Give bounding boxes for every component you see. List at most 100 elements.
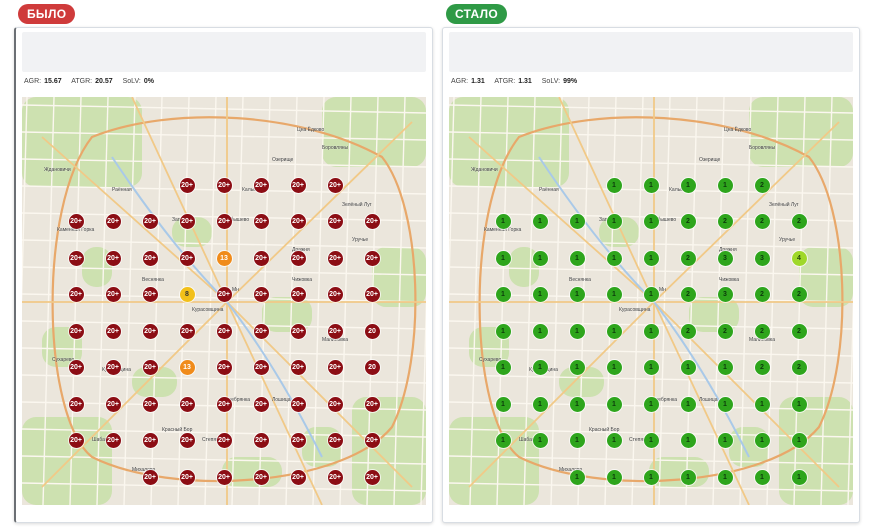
grid-point-marker[interactable]: 20+ [142,396,158,412]
grid-point-marker[interactable]: 20+ [290,287,306,302]
grid-point-marker[interactable]: 1 [680,396,696,412]
grid-point-marker[interactable]: 20+ [105,360,121,375]
grid-point-marker[interactable]: 1 [569,287,585,302]
grid-point-marker[interactable]: 20+ [327,433,343,448]
grid-point-marker[interactable]: 1 [606,469,622,485]
grid-point-marker[interactable]: 1 [569,214,585,229]
grid-point-marker[interactable]: 20+ [290,396,306,412]
grid-point-marker[interactable]: 20+ [290,214,306,229]
grid-point-marker[interactable]: 1 [532,287,548,302]
grid-point-marker[interactable]: 1 [495,360,511,375]
grid-point-marker[interactable]: 1 [532,323,548,339]
grid-point-marker[interactable]: 20+ [253,360,269,375]
grid-point-marker[interactable]: 20+ [179,214,195,229]
grid-point-marker[interactable]: 1 [532,433,548,448]
grid-point-marker[interactable]: 8 [179,287,195,302]
grid-point-marker[interactable]: 1 [569,433,585,448]
grid-point-marker[interactable]: 1 [717,360,733,375]
grid-point-marker[interactable]: 20+ [68,360,84,375]
grid-point-marker[interactable]: 2 [680,250,696,266]
grid-point-marker[interactable]: 2 [791,323,807,339]
grid-point-marker[interactable]: 1 [495,433,511,448]
grid-point-marker[interactable]: 20+ [179,396,195,412]
grid-point-marker[interactable]: 1 [532,250,548,266]
grid-point-marker[interactable]: 2 [754,287,770,302]
grid-point-marker[interactable]: 20+ [142,469,158,485]
grid-point-marker[interactable]: 1 [717,396,733,412]
grid-point-marker[interactable]: 1 [532,396,548,412]
grid-point-marker[interactable]: 20+ [327,177,343,193]
grid-point-marker[interactable]: 1 [643,287,659,302]
grid-point-marker[interactable]: 20+ [290,469,306,485]
grid-point-marker[interactable]: 2 [680,287,696,302]
grid-point-marker[interactable]: 20+ [364,250,380,266]
grid-point-marker[interactable]: 20+ [290,433,306,448]
grid-point-marker[interactable]: 1 [791,469,807,485]
grid-point-marker[interactable]: 20+ [364,396,380,412]
grid-point-marker[interactable]: 1 [606,287,622,302]
grid-point-marker[interactable]: 20+ [327,469,343,485]
grid-point-marker[interactable]: 20 [364,360,380,375]
grid-point-marker[interactable]: 20+ [327,396,343,412]
grid-point-marker[interactable]: 1 [643,214,659,229]
grid-point-marker[interactable]: 20+ [179,323,195,339]
grid-point-marker[interactable]: 20+ [364,287,380,302]
grid-point-marker[interactable]: 20+ [364,433,380,448]
grid-point-marker[interactable]: 20+ [142,323,158,339]
grid-point-marker[interactable]: 20+ [253,214,269,229]
grid-point-marker[interactable]: 13 [216,250,232,266]
grid-point-marker[interactable]: 20+ [290,360,306,375]
grid-point-marker[interactable]: 1 [606,250,622,266]
grid-point-marker[interactable]: 20+ [68,323,84,339]
grid-point-marker[interactable]: 1 [606,396,622,412]
grid-point-marker[interactable]: 1 [791,433,807,448]
grid-point-marker[interactable]: 1 [643,323,659,339]
grid-point-marker[interactable]: 20+ [253,287,269,302]
grid-point-marker[interactable]: 1 [643,177,659,193]
grid-point-marker[interactable]: 20+ [216,396,232,412]
grid-point-marker[interactable]: 20+ [68,433,84,448]
grid-point-marker[interactable]: 20+ [68,396,84,412]
grid-point-marker[interactable]: 1 [680,177,696,193]
grid-point-marker[interactable]: 20+ [327,323,343,339]
grid-point-marker[interactable]: 1 [643,469,659,485]
grid-point-marker[interactable]: 1 [495,396,511,412]
grid-point-marker[interactable]: 1 [643,396,659,412]
grid-point-marker[interactable]: 20+ [142,214,158,229]
grid-point-marker[interactable]: 1 [791,396,807,412]
grid-point-marker[interactable]: 20+ [105,250,121,266]
grid-point-marker[interactable]: 20+ [327,214,343,229]
grid-point-marker[interactable]: 1 [643,250,659,266]
grid-point-marker[interactable]: 2 [791,287,807,302]
grid-point-marker[interactable]: 1 [717,433,733,448]
grid-point-marker[interactable]: 1 [606,433,622,448]
grid-point-marker[interactable]: 1 [495,287,511,302]
before-map[interactable]: Ждановичи Цна Ёдково Раённая Боровляны Камен… [22,97,426,505]
grid-point-marker[interactable]: 20+ [290,250,306,266]
grid-point-marker[interactable]: 20+ [216,360,232,375]
grid-point-marker[interactable]: 1 [532,214,548,229]
grid-point-marker[interactable]: 1 [606,323,622,339]
grid-point-marker[interactable]: 1 [495,250,511,266]
grid-point-marker[interactable]: 1 [569,250,585,266]
grid-point-marker[interactable]: 2 [754,177,770,193]
grid-point-marker[interactable]: 13 [179,360,195,375]
grid-point-marker[interactable]: 20+ [327,360,343,375]
grid-point-marker[interactable]: 1 [569,360,585,375]
grid-point-marker[interactable]: 1 [680,360,696,375]
grid-point-marker[interactable]: 1 [606,177,622,193]
grid-point-marker[interactable]: 4 [791,250,807,266]
grid-point-marker[interactable]: 20+ [142,360,158,375]
grid-point-marker[interactable]: 20+ [142,250,158,266]
grid-point-marker[interactable]: 20+ [68,214,84,229]
grid-point-marker[interactable]: 2 [754,323,770,339]
grid-point-marker[interactable]: 20+ [105,287,121,302]
grid-point-marker[interactable]: 20+ [290,323,306,339]
grid-point-marker[interactable]: 20+ [327,287,343,302]
grid-point-marker[interactable]: 1 [569,469,585,485]
grid-point-marker[interactable]: 20+ [216,469,232,485]
grid-point-marker[interactable]: 2 [680,323,696,339]
grid-point-marker[interactable]: 20+ [253,250,269,266]
grid-point-marker[interactable]: 20+ [253,177,269,193]
grid-point-marker[interactable]: 20+ [253,433,269,448]
